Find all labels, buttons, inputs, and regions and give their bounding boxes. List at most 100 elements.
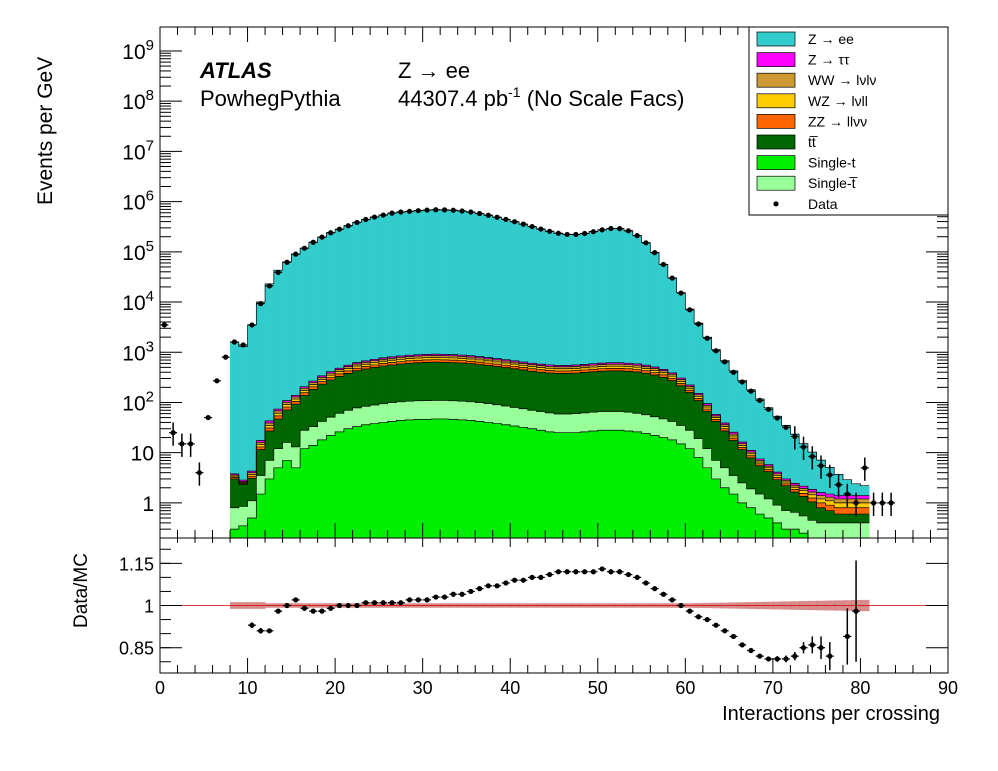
y-tick-label: 105 [122,238,154,265]
data-point [475,210,484,217]
data-point [256,301,265,307]
data-point [711,348,720,354]
ratio-point [475,586,484,592]
data-point [186,433,195,457]
ratio-point-marker [669,597,675,603]
bar-single-t [676,443,686,538]
ratio-point [747,647,755,654]
ratio-point-marker [617,569,623,575]
ratio-point [790,651,799,661]
data-point [160,322,169,328]
bar-single-t [755,514,765,538]
legend: Z → ee Z → ττ WW → lνlν WZ → lνll ZZ → llνν t… [756,31,876,212]
data-point-marker [870,500,877,506]
data-point-marker [590,229,597,235]
legend-label: Single-t̅ [808,175,858,191]
ratio-point [370,600,379,606]
y-tick-label: 109 [122,37,154,64]
bar-single-t [247,518,257,538]
y-tick-base: 10 [122,292,145,315]
data-point-marker [240,342,246,348]
data-point [414,208,423,214]
data-point [668,275,677,281]
stack-outline-single-tbar [230,400,870,524]
x-tick-label: 10 [238,678,258,698]
bar-single-t [597,430,607,538]
ratio-y-axis-label: Data/MC [71,553,92,628]
data-point-marker [713,348,719,354]
stack-outline-single-t [230,418,870,539]
bar-ttbar [807,501,817,538]
ratio-point [825,642,834,671]
bar-zee [256,302,266,538]
data-point [764,406,773,412]
ratio-point-marker [774,656,780,662]
data-point [388,210,397,216]
ratio-point-marker [730,633,737,640]
ratio-point [676,602,685,609]
data-point [484,212,493,218]
bar-single-t [562,432,572,538]
ratio-point-marker [800,645,807,651]
data-point-marker [757,397,763,403]
ratio-point-marker [476,586,483,592]
data-point-marker [529,223,535,230]
data-point-marker [818,463,824,469]
data-point-marker [406,208,413,214]
ratio-point [274,608,283,614]
ratio-point-marker [485,583,491,589]
ratio-point [563,569,572,575]
ratio-point [388,600,397,606]
data-point-marker [774,415,780,421]
ratio-point-marker [345,602,351,609]
bar-single-t [527,428,537,538]
x-tick-label: 20 [325,678,345,698]
bar-single-t [545,431,555,538]
bar-single-t [361,424,371,538]
ratio-point-marker [599,566,605,572]
ratio-point [764,656,773,662]
legend-entry: Single-t̅ [756,175,858,191]
legend-entry: WZ → lνll [756,93,868,109]
ratio-point-marker [301,605,308,611]
legend-label: tt̅ [808,134,819,150]
bar-single-t [282,460,292,538]
data-point-marker [564,231,570,238]
legend-entry: WW → lνlν [756,72,876,88]
bar-single-t [650,435,660,538]
data-point [606,225,615,232]
ratio-point-marker [266,628,273,634]
ratio-y-tick-label: 1.15 [119,554,154,574]
bar-single-t [448,419,458,538]
data-point-marker [231,339,238,345]
bar-single-t [256,494,266,538]
data-point-marker [599,227,605,233]
bar-single-tbar [807,520,817,538]
data-point-marker [494,214,500,220]
ratio-point [852,560,861,662]
ratio-point-marker [818,645,824,651]
ratio-point [414,597,423,603]
ratio-point [484,583,493,589]
data-point-marker [765,406,772,412]
bar-single-t [378,422,388,538]
data-point [169,422,178,446]
ratio-point [571,569,580,575]
data-point-marker [476,210,483,217]
ratio-point [641,580,650,586]
bar-single-tbar [799,515,809,538]
bar-single-t [685,448,695,538]
ratio-point-marker [765,656,772,662]
y-tick-base: 10 [122,141,145,164]
ratio-point [309,608,318,614]
bar-single-t [737,502,747,538]
bar-single-t [615,430,625,538]
y-tick-base: 10 [122,91,145,114]
data-point [747,388,755,394]
ratio-point-marker [547,571,553,578]
bar-single-t [694,457,704,538]
data-point [694,321,703,327]
data-point [326,230,335,236]
bar-single-t [729,494,739,538]
y-tick-label: 102 [122,388,154,415]
